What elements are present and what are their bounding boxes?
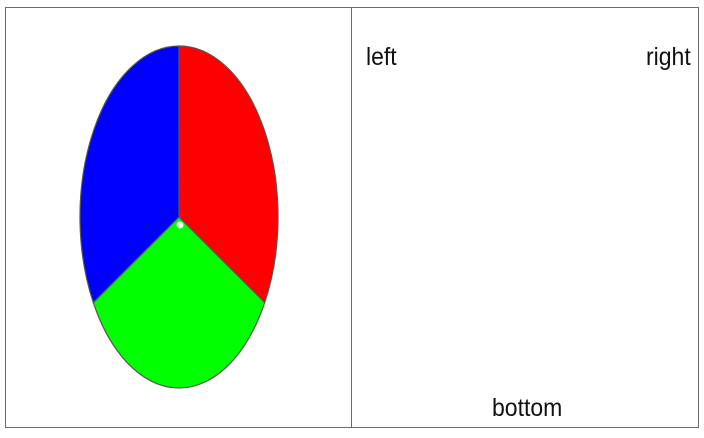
pie-slices [79, 45, 279, 389]
label-right: right [646, 43, 691, 71]
label-left: left [366, 43, 397, 71]
pie-slice-red [178, 45, 279, 304]
pie-panel [6, 8, 351, 427]
pie-center-dot [176, 221, 184, 229]
pie-slice-blue [79, 45, 180, 304]
pie-chart [79, 45, 279, 389]
label-bottom: bottom [492, 394, 563, 422]
label-panel: left right bottom [352, 8, 698, 427]
pie-slice-green [92, 216, 266, 389]
panel-divider [351, 7, 352, 428]
